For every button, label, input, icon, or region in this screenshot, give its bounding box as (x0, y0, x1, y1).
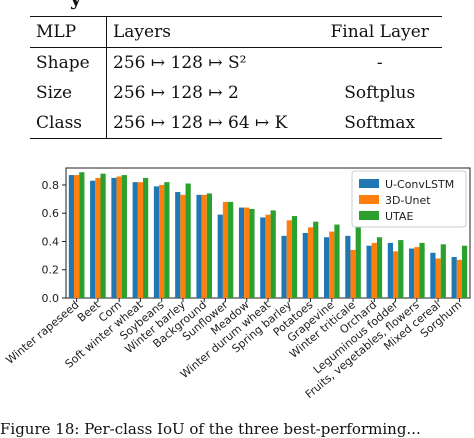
y-tick-label: 0.8 (42, 179, 60, 192)
legend-swatch (359, 211, 379, 220)
bar (116, 176, 122, 298)
mlp-table: MLP Layers Final Layer Shape 256 ↦ 128 ↦… (30, 16, 442, 139)
header-mlp: MLP (30, 16, 107, 48)
bar (74, 175, 80, 298)
row-layers: 256 ↦ 128 ↦ 64 ↦ K (113, 113, 288, 133)
y-tick-label: 0.4 (42, 235, 60, 248)
bar (313, 221, 319, 298)
bar (281, 235, 287, 298)
bar (185, 183, 191, 298)
row-final-layer: Softmax (344, 113, 416, 133)
bar (222, 201, 229, 298)
table-row: Class 256 ↦ 128 ↦ 64 ↦ K Softmax (30, 108, 442, 139)
legend-box (351, 170, 467, 228)
bar (206, 193, 213, 298)
row-name: Size (30, 78, 107, 108)
legend-label: 3D-Unet (385, 194, 431, 207)
bar (68, 175, 75, 298)
figure-caption: Figure 18: Per-class IoU of the three be… (0, 420, 421, 438)
bar (217, 214, 223, 298)
bar (387, 242, 393, 298)
bar (159, 184, 165, 298)
bar (270, 210, 276, 298)
bar (111, 177, 117, 298)
row-final-layer: - (376, 53, 383, 73)
row-name: Shape (30, 47, 107, 78)
bar (461, 245, 468, 298)
bar (409, 248, 415, 298)
table-header-row: MLP Layers Final Layer (30, 16, 442, 48)
bar (79, 172, 85, 298)
legend-label: U-ConvLSTM (385, 178, 454, 191)
table-row: Shape 256 ↦ 128 ↦ S² - (30, 47, 442, 78)
bar (435, 258, 441, 298)
bar (307, 227, 314, 298)
bar (244, 207, 250, 298)
bar (419, 242, 425, 298)
bar (164, 182, 170, 298)
bar (121, 175, 127, 298)
bar (414, 247, 420, 298)
bar (345, 235, 351, 298)
bar (392, 251, 399, 298)
bar (132, 182, 138, 298)
bar (196, 194, 202, 298)
bar (175, 192, 181, 298)
y-tick-label: 0.2 (42, 264, 60, 277)
bar (249, 208, 255, 298)
bar (323, 237, 330, 298)
bar (228, 201, 234, 298)
row-name: Class (30, 108, 107, 139)
bar (440, 244, 446, 298)
bar (376, 237, 383, 298)
header-final-layer: Final Layer (330, 22, 429, 42)
y-tick-label: 0.0 (42, 292, 60, 305)
bar (355, 225, 361, 298)
section-heading-fragment: y (70, 0, 82, 10)
bar (265, 214, 271, 298)
table-row: Size 256 ↦ 128 ↦ 2 Softplus (30, 78, 442, 108)
bar (90, 180, 96, 298)
bar (451, 257, 457, 298)
bar (153, 186, 160, 298)
legend-label: UTAE (385, 210, 413, 223)
bar (201, 194, 207, 298)
bar (180, 194, 186, 298)
bar (95, 177, 101, 298)
row-layers: 256 ↦ 128 ↦ 2 (113, 83, 239, 103)
legend-swatch (359, 195, 379, 204)
header-layers: Layers (113, 22, 171, 42)
row-final-layer: Softplus (344, 83, 416, 103)
bar (100, 173, 106, 298)
bar (286, 220, 292, 298)
bar (334, 224, 340, 298)
bar (302, 233, 308, 298)
bar (456, 259, 462, 298)
legend-swatch (359, 179, 379, 188)
bar (371, 242, 377, 298)
bar (143, 177, 149, 298)
bar (366, 245, 372, 298)
bar (137, 182, 144, 298)
bar (350, 249, 356, 298)
bar (430, 252, 436, 298)
y-tick-label: 0.6 (42, 207, 60, 220)
bar (291, 216, 298, 298)
bar (238, 207, 245, 298)
row-layers: 256 ↦ 128 ↦ S² (113, 53, 247, 73)
bar (398, 240, 404, 298)
bar (329, 231, 335, 298)
bar (260, 217, 266, 298)
